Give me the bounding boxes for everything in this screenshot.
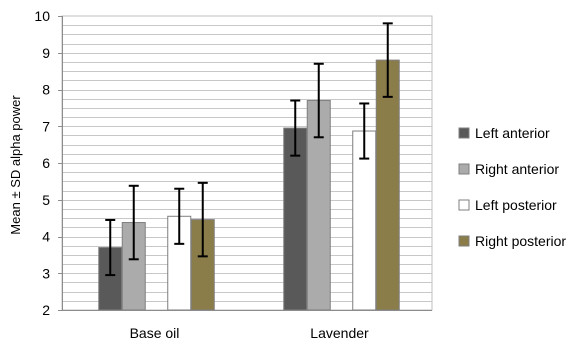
y-tick-label: 5 [42,192,50,208]
x-category-label: Base oil [130,325,180,341]
legend-label: Left posterior [475,197,557,213]
y-tick-label: 7 [42,118,50,134]
y-tick-label: 6 [42,155,50,171]
bars-layer [98,59,400,311]
legend-label: Left anterior [475,125,550,141]
y-tick-label: 8 [42,82,50,98]
legend-label: Right anterior [475,161,559,177]
legend-swatch [458,127,470,139]
x-category-label: Lavender [310,325,369,341]
y-tick-label: 10 [34,8,50,24]
y-tick-label: 3 [42,265,50,281]
legend-swatch [458,235,470,247]
legend-swatch [458,163,470,175]
axis-layer: 2 3 4 5 6 7 8 9 10 Base oil Lavender [34,8,432,341]
y-tick-label: 2 [42,302,50,318]
legend-swatch [458,199,470,211]
legend-label: Right posterior [475,233,566,249]
error-bars-layer [105,22,393,277]
y-tick-label: 4 [42,229,50,245]
legend: Left anterior Right anterior Left posterio… [458,125,566,249]
y-tick-label: 9 [42,45,50,61]
y-axis-label: Mean ± SD alpha power [8,95,23,235]
